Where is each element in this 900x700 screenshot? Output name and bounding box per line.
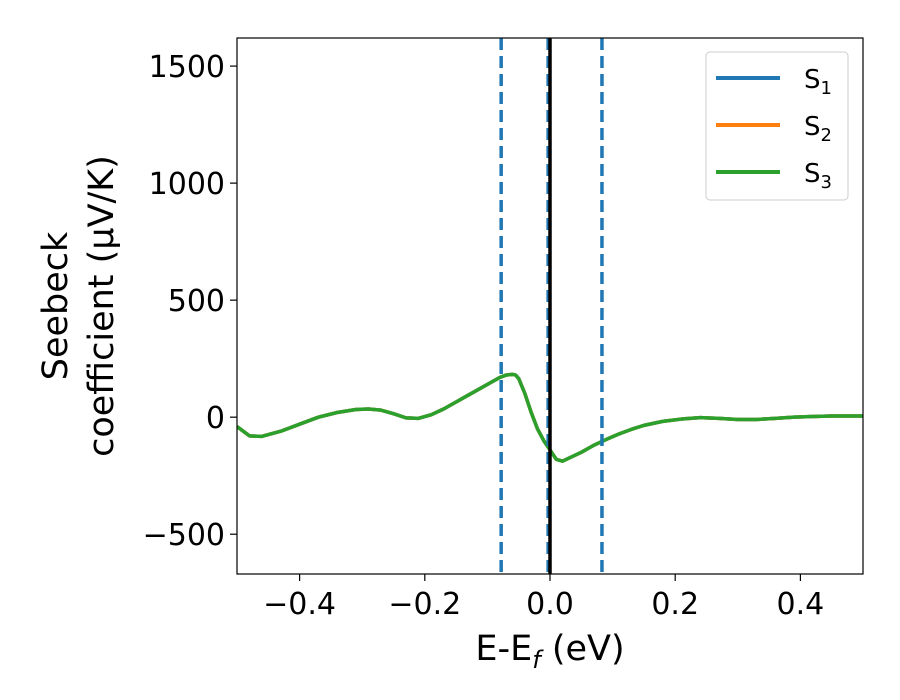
x-tick-label: −0.2 <box>388 587 461 622</box>
legend-label-3: S3 <box>804 159 832 193</box>
legend-label-1: S1 <box>804 65 832 99</box>
vline-layer <box>499 38 604 574</box>
y-axis-title-line2: coefficient (μV/K) <box>82 155 122 457</box>
y-tick-label: 1500 <box>149 50 225 85</box>
series-line-3 <box>237 372 863 463</box>
x-tick-label: −0.4 <box>263 587 336 622</box>
x-tick-label: 0.0 <box>526 587 574 622</box>
y-tick-label: 500 <box>168 284 225 319</box>
y-axis-title-line1: Seebeck <box>36 231 76 380</box>
legend: S1 S2 S3 <box>705 51 849 201</box>
y-tick-label: 1000 <box>149 167 225 202</box>
y-tick-label: −500 <box>143 518 225 553</box>
y-tick-label: 0 <box>206 401 225 436</box>
x-axis-title: E-Ef (eV) <box>475 629 624 674</box>
legend-label-2: S2 <box>804 112 832 146</box>
series-layer <box>237 372 863 463</box>
x-tick-label: 0.4 <box>777 587 825 622</box>
x-axis-ticks: −0.4 −0.2 0.0 0.2 0.4 <box>263 574 824 622</box>
y-axis-ticks: −500 0 500 1000 1500 <box>143 50 237 553</box>
x-tick-label: 0.2 <box>651 587 699 622</box>
